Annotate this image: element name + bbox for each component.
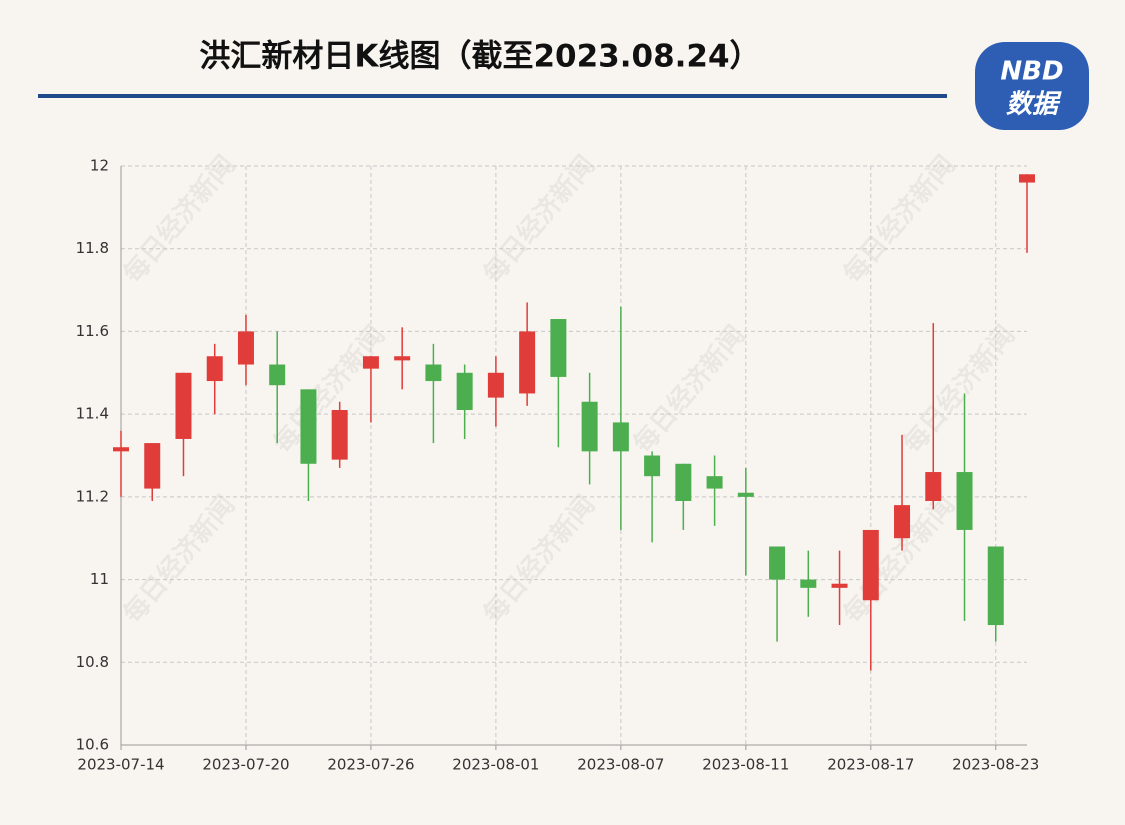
candle-body xyxy=(519,331,536,394)
candle-body xyxy=(612,422,629,452)
logo-text: NBD xyxy=(1000,57,1063,87)
candle-body xyxy=(1019,174,1035,183)
candle-body xyxy=(331,410,348,460)
candle-body xyxy=(394,356,411,361)
logo-badge xyxy=(975,42,1089,130)
x-tick-label: 2023-07-14 xyxy=(77,756,164,774)
y-tick-label: 11.8 xyxy=(76,239,109,257)
candle-body xyxy=(956,472,973,530)
candle-body xyxy=(206,356,223,382)
candle-body xyxy=(894,505,911,539)
x-tick-label: 2023-07-26 xyxy=(327,756,414,774)
y-tick-label: 11.6 xyxy=(76,322,109,340)
candle-body xyxy=(675,463,692,501)
candle-body xyxy=(550,319,567,377)
candle-body xyxy=(737,492,754,497)
x-tick-label: 2023-08-23 xyxy=(952,756,1039,774)
candle-body xyxy=(300,389,317,464)
candle-body xyxy=(581,401,598,452)
candle-body xyxy=(425,364,442,382)
candle-body xyxy=(269,364,286,386)
watermark: 每日经济新闻 xyxy=(117,490,241,629)
candle-body xyxy=(113,447,129,452)
candle-body xyxy=(706,476,723,489)
y-tick-label: 11.4 xyxy=(76,405,109,423)
candle-body xyxy=(237,331,254,365)
x-tick-label: 2023-07-20 xyxy=(202,756,289,774)
watermark: 每日经济新闻 xyxy=(837,150,961,289)
watermark: 每日经济新闻 xyxy=(477,150,601,289)
y-tick-label: 10.8 xyxy=(76,653,109,671)
candle-body xyxy=(175,372,192,439)
y-tick-label: 11.2 xyxy=(76,487,109,505)
chart-title: 洪汇新材日K线图（截至2023.08.24） xyxy=(199,39,760,75)
candle-body xyxy=(769,546,786,580)
candle-body xyxy=(925,472,942,501)
y-tick-label: 12 xyxy=(90,157,109,175)
logo-text: 数据 xyxy=(1006,90,1062,120)
candle-body xyxy=(800,579,817,588)
watermark: 每日经济新闻 xyxy=(627,320,751,459)
title-rule xyxy=(38,94,947,98)
candle-body xyxy=(862,529,879,601)
watermark: 每日经济新闻 xyxy=(897,320,1021,459)
x-tick-label: 2023-08-01 xyxy=(452,756,539,774)
candle-body xyxy=(644,455,661,477)
x-tick-label: 2023-08-17 xyxy=(827,756,914,774)
candle-body xyxy=(987,546,1004,626)
candle-body xyxy=(487,372,504,398)
candle-body xyxy=(831,583,848,588)
candle-body xyxy=(144,443,161,489)
x-tick-label: 2023-08-11 xyxy=(702,756,789,774)
y-tick-label: 10.6 xyxy=(76,736,109,754)
x-tick-label: 2023-08-07 xyxy=(577,756,664,774)
y-tick-label: 11 xyxy=(90,570,109,588)
watermark: 每日经济新闻 xyxy=(267,320,391,459)
candle-body xyxy=(362,356,379,369)
watermark: 每日经济新闻 xyxy=(117,150,241,289)
candle-body xyxy=(456,372,473,411)
